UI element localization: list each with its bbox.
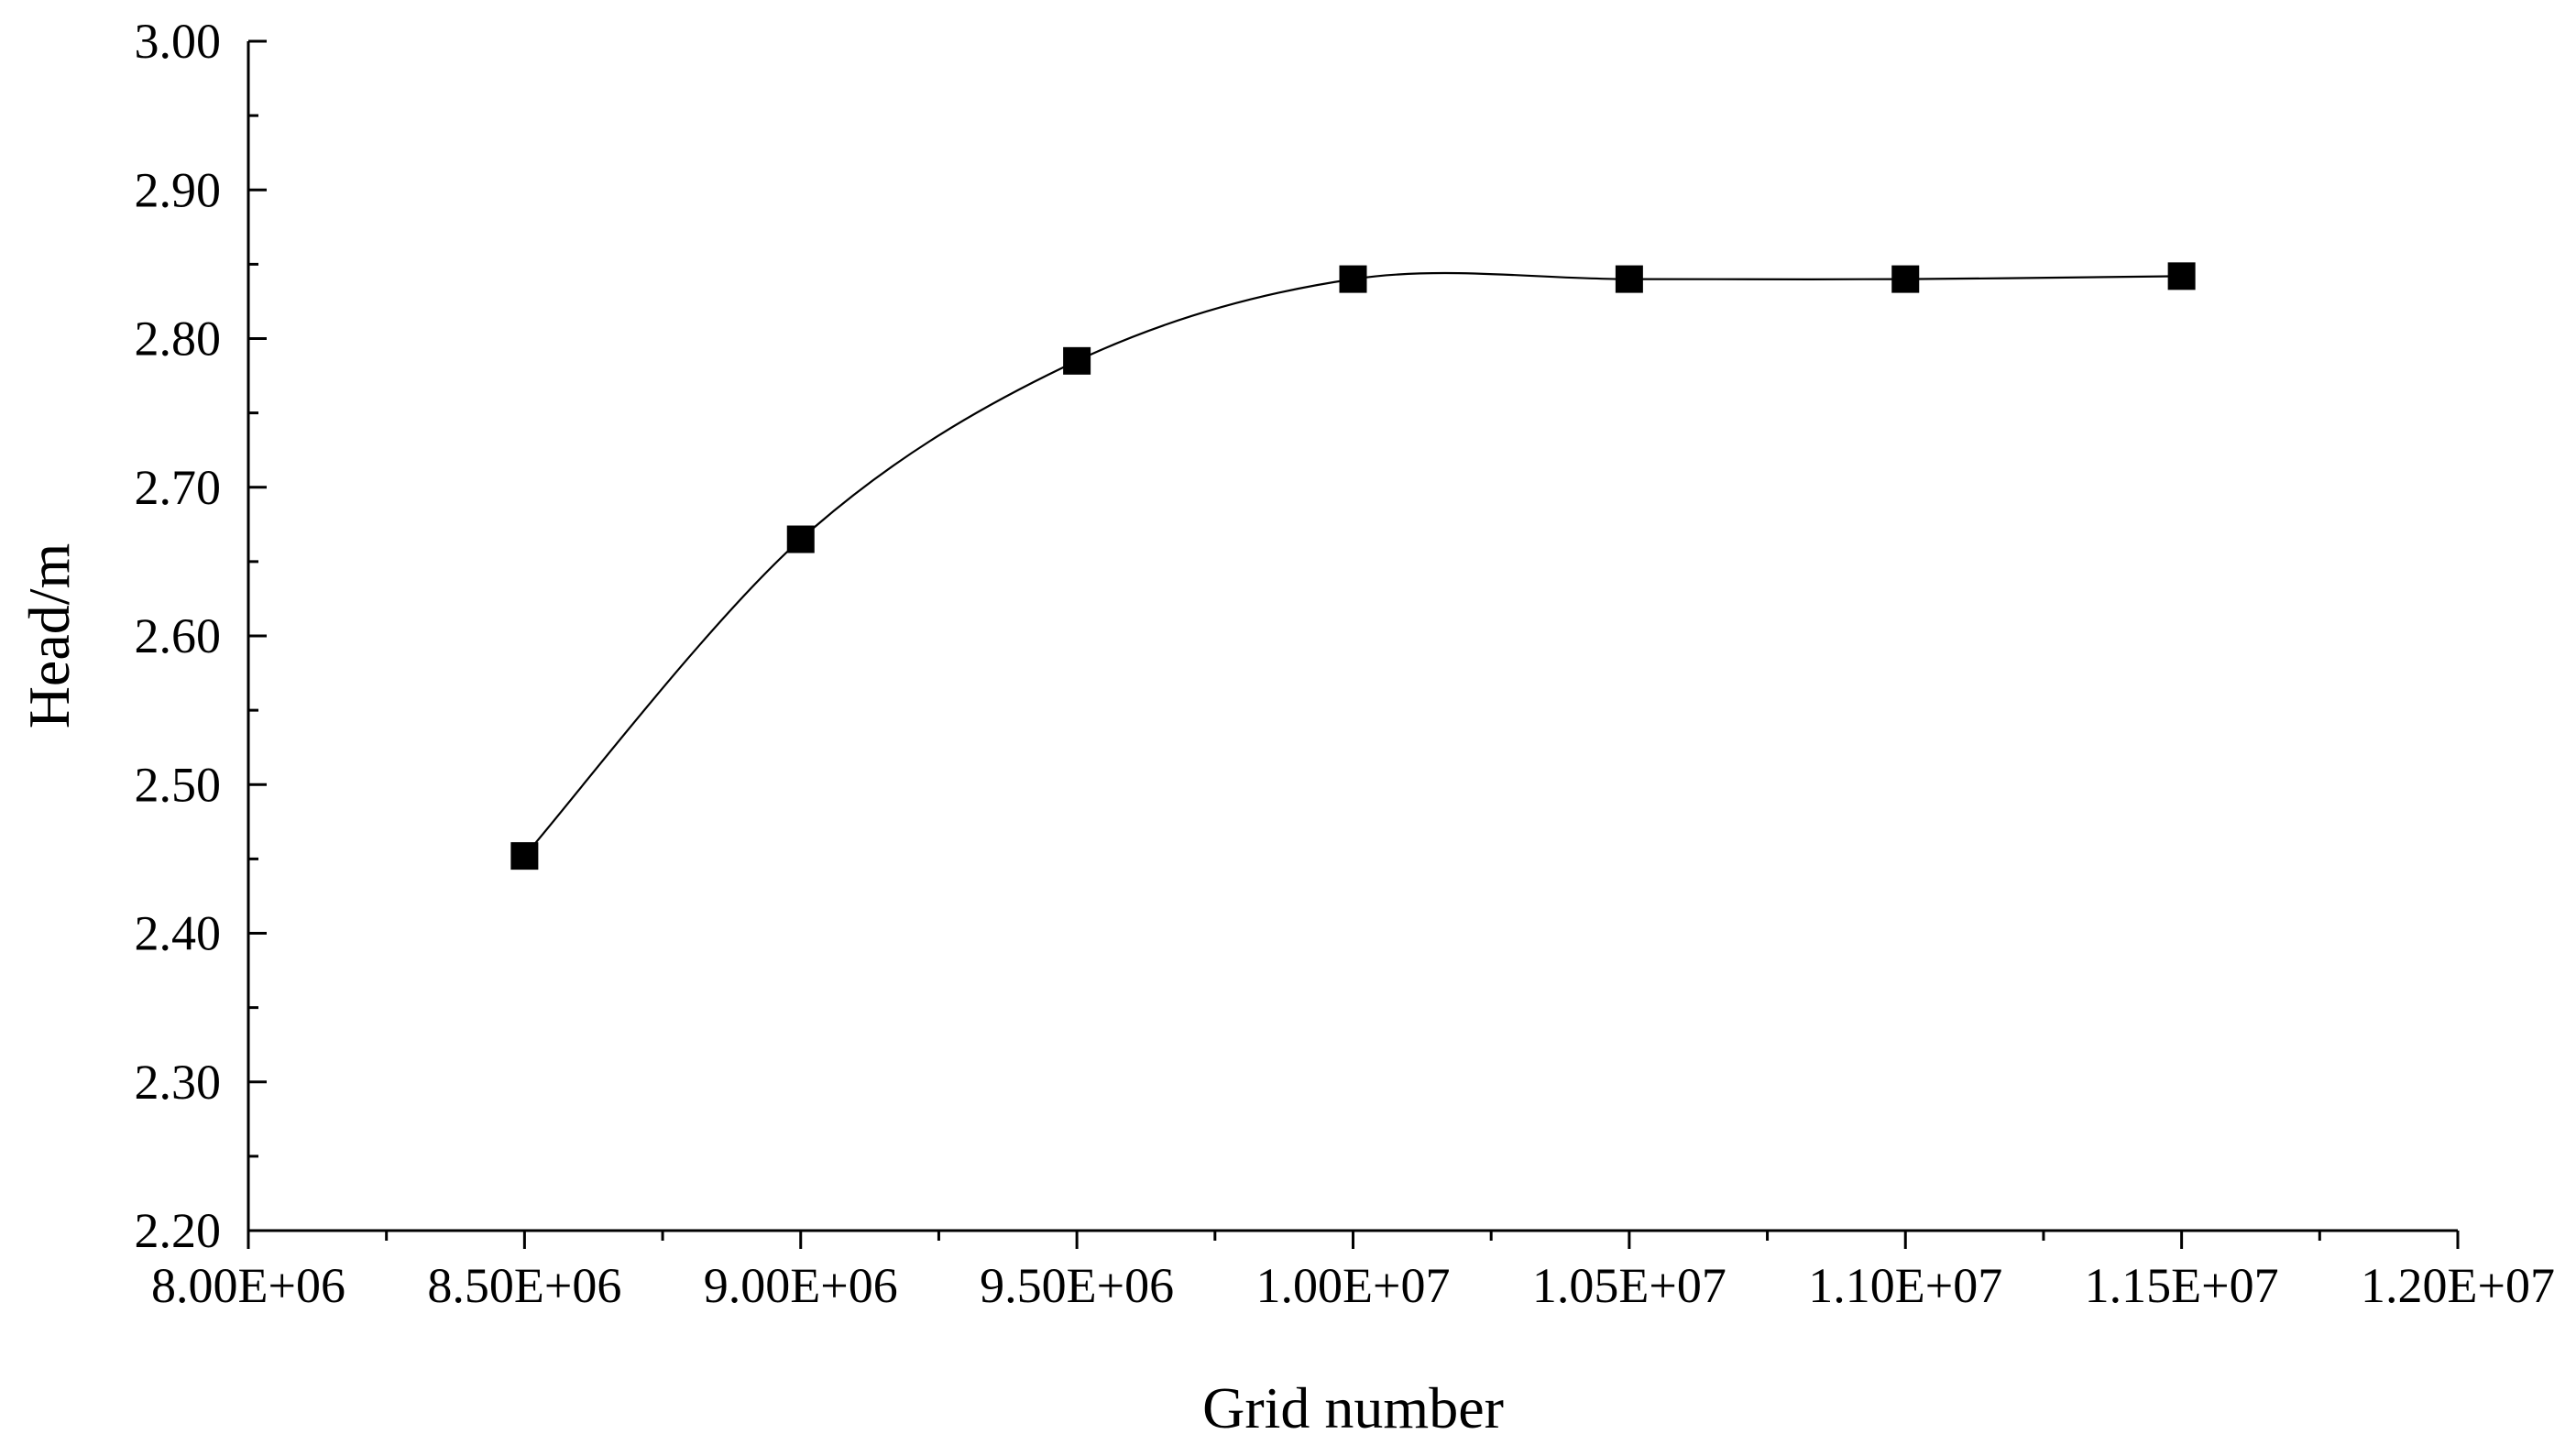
- axes: [247, 41, 2458, 1232]
- series-group: [510, 262, 2196, 870]
- y-tick-label: 2.20: [135, 1203, 222, 1258]
- x-tick-label: 1.20E+07: [2361, 1258, 2555, 1313]
- x-axis-title: Grid number: [1202, 1375, 1504, 1440]
- x-tick-label: 1.10E+07: [1808, 1258, 2002, 1313]
- y-tick-label: 2.90: [135, 162, 222, 217]
- x-tick-label: 8.00E+06: [151, 1258, 345, 1313]
- series-line: [523, 271, 2182, 857]
- y-tick-label: 2.60: [135, 608, 222, 663]
- x-tick-label: 1.05E+07: [1532, 1258, 1726, 1313]
- y-tick-label: 3.00: [135, 14, 222, 69]
- data-point: [1063, 346, 1091, 375]
- y-tick-label: 2.30: [135, 1055, 222, 1110]
- x-tick-label: 1.15E+07: [2085, 1258, 2279, 1313]
- x-tick-label: 8.50E+06: [427, 1258, 621, 1313]
- x-tick-label: 1.00E+07: [1256, 1258, 1451, 1313]
- data-point: [1891, 265, 1920, 293]
- y-tick-label: 2.50: [135, 757, 222, 812]
- y-tick-label: 2.80: [135, 312, 222, 367]
- y-tick-label: 2.70: [135, 460, 222, 515]
- x-tick-label: 9.50E+06: [980, 1258, 1174, 1313]
- data-point: [510, 842, 539, 870]
- data-point: [1615, 265, 1643, 293]
- data-point: [2167, 262, 2196, 290]
- y-tick-label: 2.40: [135, 906, 222, 961]
- y-axis-title: Head/m: [16, 543, 82, 729]
- data-point: [786, 525, 815, 553]
- y-axis-ticks: 2.20 2.30 2.40 2.50 2.60 2.70 2.80 2.90 3.00: [135, 14, 267, 1258]
- data-point: [1339, 265, 1367, 293]
- x-axis-ticks: 8.00E+06 8.50E+06 9.00E+06 9.50E+06 1.00E+07…: [151, 1231, 2555, 1313]
- x-tick-label: 9.00E+06: [704, 1258, 898, 1313]
